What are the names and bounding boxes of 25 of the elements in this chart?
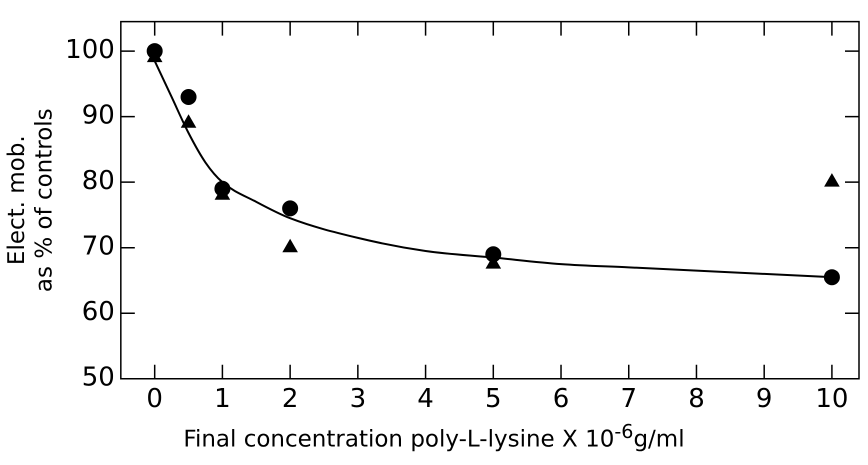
point	[181, 115, 196, 128]
x-tick-label: 1	[214, 384, 231, 414]
x-tick-label: 10	[815, 384, 848, 414]
y-tick-label: 50	[82, 362, 115, 393]
y-tick-label: 100	[65, 34, 115, 65]
y-axis-title: Elect. mob. as % of controls	[4, 108, 58, 292]
x-tick-label: 2	[282, 384, 298, 414]
x-tick-label: 8	[688, 384, 705, 414]
point	[824, 269, 840, 286]
y-tick-label: 60	[82, 297, 115, 328]
point	[283, 240, 298, 252]
x-tick-label: 9	[756, 384, 772, 414]
x-tick-label: 5	[485, 384, 502, 414]
x-axis-title: Final concentration poly-L-lysine X 10$^{-6}$g/ml	[182, 420, 686, 453]
point	[282, 200, 298, 216]
x-tick-label: 3	[350, 384, 366, 414]
y-tick-label: 70	[82, 231, 115, 262]
x-tick-label: 0	[146, 384, 163, 414]
point	[824, 174, 839, 187]
x-tick-label: 7	[620, 384, 638, 414]
x-tick-label: 4	[417, 384, 434, 414]
x-tick-label: 6	[552, 384, 570, 414]
y-tick-label: 90	[82, 100, 115, 130]
y-tick-label: 80	[82, 166, 115, 196]
point	[180, 88, 197, 105]
